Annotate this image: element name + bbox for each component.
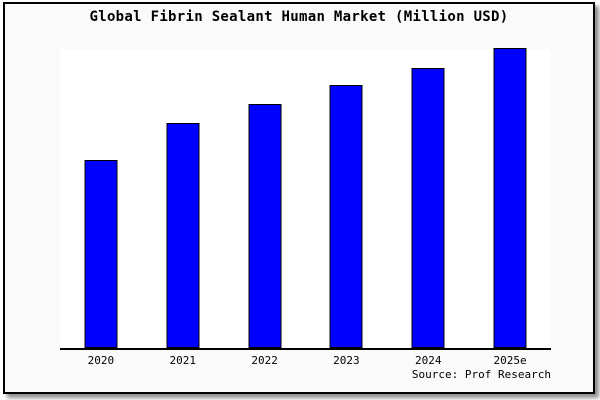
- bar-2024: [411, 68, 445, 348]
- bars-layer: [60, 48, 551, 350]
- x-tick-label-2023: 2023: [333, 354, 360, 367]
- x-axis-labels: 2020 2021 2022 2023 2024 2025e: [60, 354, 551, 368]
- bar-2025e: [493, 48, 527, 348]
- bar-2023: [329, 85, 363, 348]
- x-tick-label-2020: 2020: [87, 354, 115, 367]
- bar-2020: [84, 160, 118, 348]
- bar-2021: [166, 123, 200, 348]
- x-axis-line: [60, 348, 551, 350]
- chart-panel: Global Fibrin Sealant Human Market (Mill…: [3, 2, 595, 394]
- plot-area: [60, 48, 551, 350]
- bar-2022: [248, 104, 282, 348]
- x-tick-label-2025e: 2025e: [493, 354, 527, 367]
- chart-title: Global Fibrin Sealant Human Market (Mill…: [89, 9, 509, 25]
- x-tick-label-2021: 2021: [169, 354, 197, 367]
- x-tick-label-2022: 2022: [251, 354, 278, 367]
- source-credit: Source: Prof Research: [411, 368, 551, 381]
- x-tick-label-2024: 2024: [415, 354, 442, 367]
